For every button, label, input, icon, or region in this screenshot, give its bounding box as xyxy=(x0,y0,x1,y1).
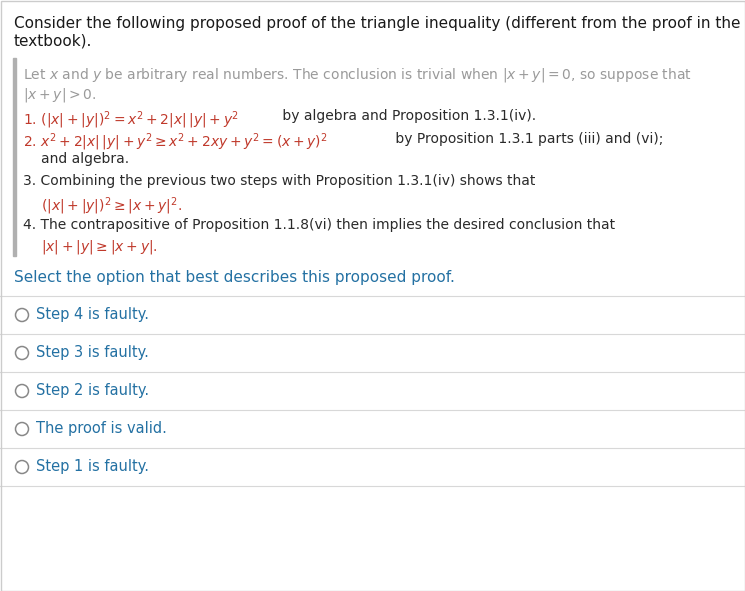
Text: Let $x$ and $y$ be arbitrary real numbers. The conclusion is trivial when $|x+y|: Let $x$ and $y$ be arbitrary real number… xyxy=(23,66,692,84)
Text: and algebra.: and algebra. xyxy=(41,152,129,166)
Text: Step 1 is faulty.: Step 1 is faulty. xyxy=(36,459,149,475)
Bar xyxy=(13,58,16,256)
Text: The proof is valid.: The proof is valid. xyxy=(36,421,167,437)
Text: textbook).: textbook). xyxy=(14,34,92,49)
Text: Step 3 is faulty.: Step 3 is faulty. xyxy=(36,346,149,361)
Text: 3. Combining the previous two steps with Proposition 1.3.1(iv) shows that: 3. Combining the previous two steps with… xyxy=(23,174,536,189)
Text: Consider the following proposed proof of the triangle inequality (different from: Consider the following proposed proof of… xyxy=(14,16,741,31)
Text: by algebra and Proposition 1.3.1(iv).: by algebra and Proposition 1.3.1(iv). xyxy=(278,109,536,123)
Text: $(|x|+|y|)^2 \geq |x+y|^2.$: $(|x|+|y|)^2 \geq |x+y|^2.$ xyxy=(41,195,182,216)
Text: 4. The contrapositive of Proposition 1.1.8(vi) then implies the desired conclusi: 4. The contrapositive of Proposition 1.1… xyxy=(23,217,615,232)
Text: Select the option that best describes this proposed proof.: Select the option that best describes th… xyxy=(14,270,455,285)
Text: 2. $x^2+2|x|\,|y|+y^2 \geq x^2+2xy+y^2=(x+y)^2$: 2. $x^2+2|x|\,|y|+y^2 \geq x^2+2xy+y^2=(… xyxy=(23,132,328,153)
Text: Step 2 is faulty.: Step 2 is faulty. xyxy=(36,384,149,398)
Text: by Proposition 1.3.1 parts (iii) and (vi);: by Proposition 1.3.1 parts (iii) and (vi… xyxy=(391,132,663,145)
Text: $|x+y|>0.$: $|x+y|>0.$ xyxy=(23,86,97,105)
Text: 1. $(|x|+|y|)^2 = x^2+2|x|\,|y|+y^2$: 1. $(|x|+|y|)^2 = x^2+2|x|\,|y|+y^2$ xyxy=(23,109,239,131)
Text: Step 4 is faulty.: Step 4 is faulty. xyxy=(36,307,149,323)
Text: $|x|+|y| \geq |x+y|.$: $|x|+|y| \geq |x+y|.$ xyxy=(41,238,158,256)
